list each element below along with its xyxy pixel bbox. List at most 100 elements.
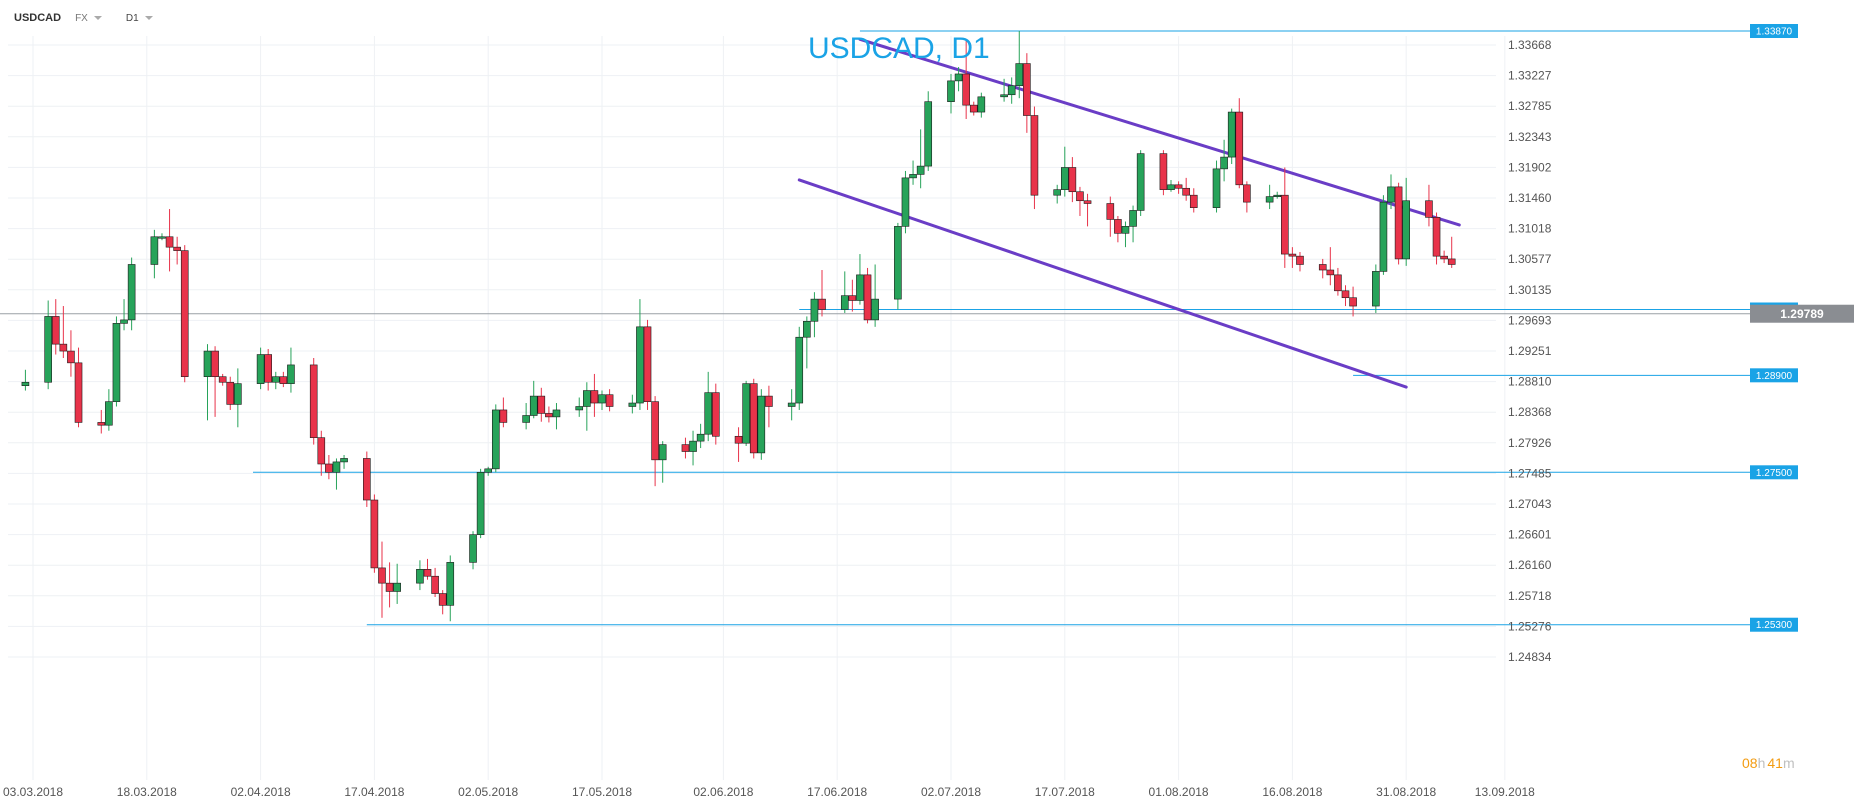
- candle-bearish: [1068, 157, 1077, 203]
- candle-body: [1159, 153, 1168, 190]
- candle-bearish: [1189, 188, 1198, 213]
- candle-bullish: [127, 257, 136, 331]
- candle-bullish: [1129, 205, 1137, 243]
- countdown-minutes-unit: m: [1783, 755, 1795, 771]
- candle-body: [818, 298, 826, 310]
- candle-bearish: [74, 347, 83, 428]
- candle-body: [605, 394, 614, 407]
- candle-bearish: [1326, 247, 1335, 286]
- candle-body: [1372, 271, 1380, 307]
- candle-body: [431, 575, 439, 594]
- price-tick-label: 1.31902: [1508, 160, 1552, 174]
- countdown-hours: 08: [1742, 755, 1758, 771]
- price-tick-label: 1.25276: [1508, 619, 1552, 633]
- candle-body: [1068, 167, 1077, 193]
- candle-bearish: [499, 397, 508, 428]
- candle-bullish: [552, 403, 561, 430]
- candle-body: [954, 73, 963, 82]
- chevron-down-icon: [144, 16, 153, 20]
- candle-body: [742, 383, 750, 444]
- candle-bullish: [575, 397, 584, 417]
- candle-bearish: [1334, 267, 1342, 296]
- candle-body: [863, 274, 872, 321]
- candle-body: [1030, 115, 1039, 196]
- candle-bearish: [1030, 106, 1039, 210]
- candle-body: [1220, 156, 1228, 170]
- candle-body: [522, 415, 530, 423]
- chevron-down-icon: [93, 16, 102, 20]
- candle-bullish: [150, 229, 159, 279]
- candle-bullish: [332, 458, 341, 490]
- candle-bearish: [605, 389, 614, 412]
- candle-bullish: [287, 347, 295, 393]
- candle-body: [476, 472, 485, 535]
- candle-countdown: 08h 41m: [1742, 755, 1795, 771]
- candle-body: [787, 402, 796, 407]
- candle-bullish: [689, 430, 697, 466]
- candle-bullish: [696, 423, 705, 449]
- candle-body: [1265, 196, 1274, 203]
- candle-bullish: [1265, 184, 1274, 210]
- candle-bearish: [1296, 252, 1304, 272]
- candle-bearish: [537, 387, 546, 422]
- candle-body: [947, 80, 955, 102]
- candle-body: [127, 264, 136, 321]
- candle-bearish: [863, 267, 872, 324]
- horizontal-levels: [0, 30, 1750, 626]
- candle-bearish: [173, 236, 181, 265]
- level-badges: 1.338701.298501.289001.275001.253001.297…: [1750, 24, 1854, 632]
- price-tick-label: 1.27485: [1508, 466, 1552, 480]
- candle-body: [271, 376, 280, 383]
- candle-body: [1083, 200, 1092, 204]
- candle-body: [180, 250, 189, 378]
- time-axis[interactable]: 03.03.2018 18.03.2018 02.04.2018 17.04.2018…: [3, 785, 1535, 799]
- candle-body: [689, 440, 697, 452]
- timeframe-dropdown[interactable]: D1: [126, 13, 153, 24]
- candle-bullish: [21, 369, 30, 391]
- candle-body: [575, 406, 584, 411]
- candle-body: [1121, 226, 1130, 234]
- price-tick-label: 1.26601: [1508, 528, 1552, 542]
- candle-body: [636, 326, 644, 404]
- price-level-label: 1.25300: [1756, 620, 1793, 631]
- price-tick-label: 1.33668: [1508, 38, 1552, 52]
- candle-bullish: [901, 170, 910, 234]
- candle-bullish: [105, 389, 113, 431]
- symbol-label[interactable]: USDCAD: [14, 12, 62, 24]
- candle-bullish: [1121, 221, 1130, 248]
- candle-bearish: [363, 451, 371, 507]
- candle-body: [1136, 153, 1145, 211]
- candle-body: [1182, 187, 1190, 196]
- candle-body: [977, 96, 986, 113]
- candle-body: [1243, 184, 1251, 203]
- price-level-label: 1.27500: [1756, 468, 1793, 479]
- date-tick-label: 18.03.2018: [117, 785, 177, 799]
- candle-bearish: [711, 383, 720, 445]
- candle-body: [59, 343, 68, 352]
- candle-bullish: [658, 441, 667, 483]
- candle-bearish: [1174, 181, 1183, 194]
- candle-body: [810, 298, 819, 322]
- candle-body: [1432, 217, 1441, 257]
- candle-body: [165, 236, 174, 248]
- price-axis[interactable]: 1.33668 1.33227 1.32785 1.32343 1.31902 1.314…: [1508, 38, 1552, 664]
- candle-bearish: [545, 406, 553, 423]
- candle-body: [332, 461, 341, 473]
- candle-bearish: [264, 348, 272, 391]
- candle-bullish: [1053, 184, 1061, 204]
- candle-body: [916, 165, 925, 175]
- candle-body: [499, 409, 508, 423]
- price-tick-label: 1.29251: [1508, 344, 1552, 358]
- candle-bearish: [1425, 184, 1433, 227]
- candle-body: [1440, 255, 1448, 260]
- chart-toolbar: USDCAD FX D1: [0, 0, 1866, 36]
- candles: [21, 31, 1456, 622]
- candle-bearish: [180, 245, 189, 383]
- candle-bullish: [416, 560, 424, 591]
- market-dropdown[interactable]: FX: [75, 13, 102, 24]
- candle-body: [1023, 63, 1031, 116]
- candle-bearish: [218, 373, 227, 386]
- price-tick-label: 1.26160: [1508, 558, 1552, 572]
- candle-bullish: [909, 160, 917, 185]
